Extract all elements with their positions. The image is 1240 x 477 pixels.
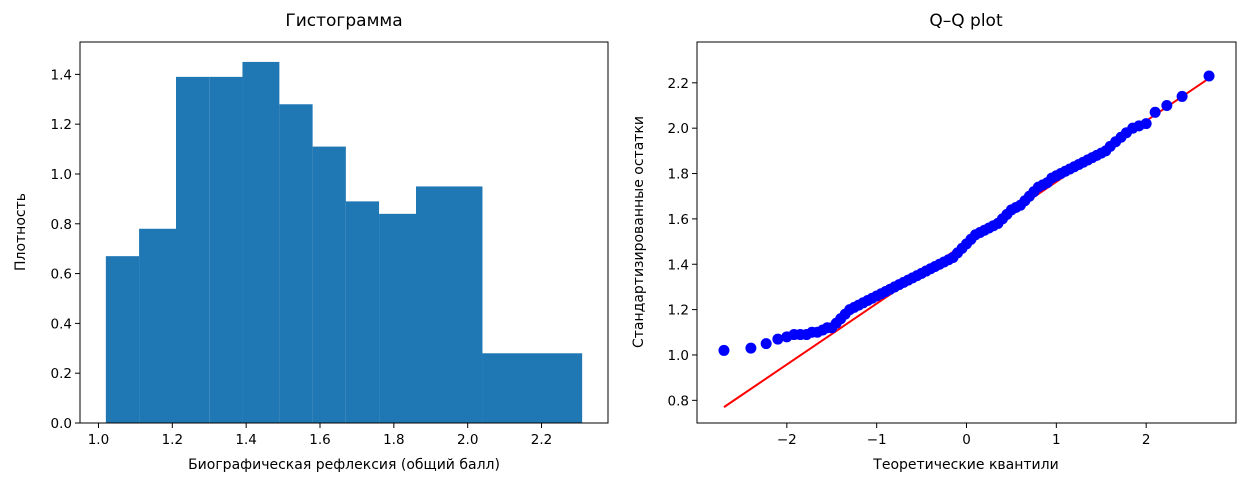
histogram-bar bbox=[176, 76, 210, 424]
y-tick-label: 1.8 bbox=[668, 167, 689, 183]
qq-point bbox=[1176, 90, 1188, 102]
histogram-bar bbox=[242, 61, 280, 423]
histogram-y-label: Плотность bbox=[13, 193, 29, 271]
histogram-bar bbox=[345, 201, 380, 423]
qq-point bbox=[745, 342, 757, 354]
x-tick-label: −1 bbox=[867, 432, 887, 448]
x-tick-label: 0 bbox=[962, 432, 971, 448]
histogram-frame bbox=[79, 41, 609, 424]
qq-point bbox=[1149, 106, 1161, 118]
y-tick-label: 0.8 bbox=[51, 217, 72, 233]
x-tick-label: 2.2 bbox=[531, 432, 552, 448]
x-tick-label: −2 bbox=[777, 432, 797, 448]
qq-point bbox=[772, 333, 784, 345]
y-tick-label: 1.2 bbox=[668, 303, 689, 319]
qq-point bbox=[760, 338, 772, 350]
y-tick-label: 1.0 bbox=[668, 348, 689, 364]
histogram-x-label: Биографическая рефлексия (общий балл) bbox=[188, 457, 500, 473]
y-tick-label: 1.4 bbox=[668, 257, 689, 273]
histogram-bar bbox=[416, 186, 483, 423]
x-tick-label: 1 bbox=[1052, 432, 1061, 448]
histogram-bar bbox=[279, 104, 313, 423]
x-tick-label: 1.6 bbox=[309, 432, 330, 448]
y-tick-label: 2.2 bbox=[668, 76, 689, 92]
qq-points bbox=[718, 70, 1215, 356]
y-tick-label: 0.8 bbox=[668, 393, 689, 409]
y-tick-label: 0.4 bbox=[51, 316, 72, 332]
y-tick-label: 1.4 bbox=[51, 67, 72, 83]
qq-panel: Q–Q plot −2 −1 0 1 2 0.8 1.0 1.2 1.4 1.6 1.8 2.0 2.… bbox=[631, 11, 1237, 473]
qq-x-label: Теоретические квантили bbox=[872, 457, 1058, 473]
qq-point bbox=[1140, 118, 1152, 130]
y-tick-label: 1.6 bbox=[668, 212, 689, 228]
histogram-x-ticks: 1.0 1.2 1.4 1.6 1.8 2.0 2.2 bbox=[88, 423, 552, 448]
y-tick-label: 2.0 bbox=[668, 121, 689, 137]
y-tick-label: 0.0 bbox=[51, 416, 72, 432]
qq-point bbox=[718, 344, 730, 356]
x-tick-label: 1.4 bbox=[235, 432, 256, 448]
histogram-bar bbox=[312, 146, 346, 423]
x-tick-label: 2.0 bbox=[457, 432, 478, 448]
qq-point bbox=[1203, 70, 1215, 82]
histogram-bar bbox=[209, 76, 243, 424]
qq-y-label: Стандартизированные остатки bbox=[631, 116, 647, 348]
histogram-bars bbox=[105, 61, 583, 424]
x-tick-label: 1.0 bbox=[88, 432, 109, 448]
x-tick-label: 2 bbox=[1142, 432, 1151, 448]
y-tick-label: 1.0 bbox=[51, 167, 72, 183]
qq-x-ticks: −2 −1 0 1 2 bbox=[777, 423, 1151, 448]
y-tick-label: 1.2 bbox=[51, 117, 72, 133]
histogram-title: Гистограмма bbox=[285, 11, 402, 31]
x-tick-label: 1.8 bbox=[383, 432, 404, 448]
qq-point bbox=[1161, 100, 1173, 111]
histogram-panel: Гистограмма 1.0 1.2 1.4 1.6 1.8 2.0 2.2 0.0 0.2… bbox=[13, 11, 609, 473]
histogram-bar bbox=[105, 256, 140, 423]
histogram-y-ticks: 0.0 0.2 0.4 0.6 0.8 1.0 1.2 1.4 bbox=[51, 67, 80, 432]
histogram-bar bbox=[482, 353, 583, 423]
x-tick-label: 1.2 bbox=[162, 432, 183, 448]
histogram-bar bbox=[379, 213, 416, 423]
qq-frame bbox=[696, 41, 1237, 424]
histogram-bar bbox=[139, 228, 176, 423]
qq-title: Q–Q plot bbox=[929, 11, 1003, 31]
y-tick-label: 0.6 bbox=[51, 267, 72, 283]
qq-y-ticks: 0.8 1.0 1.2 1.4 1.6 1.8 2.0 2.2 bbox=[668, 76, 697, 409]
y-tick-label: 0.2 bbox=[51, 366, 72, 382]
